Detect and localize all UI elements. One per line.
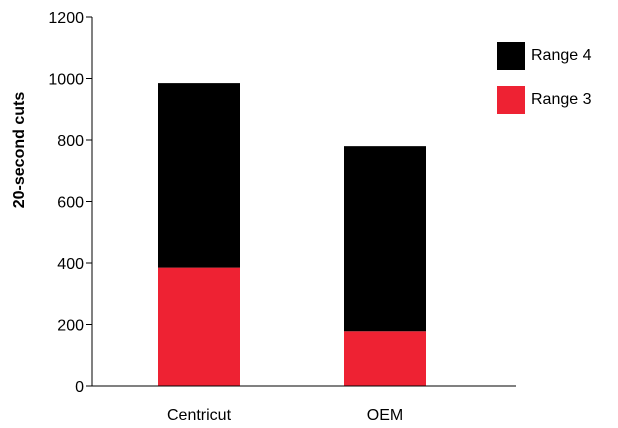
x-axis: Centricut OEM	[92, 385, 516, 424]
x-category-label: OEM	[367, 407, 403, 424]
legend-label: Range 4	[531, 47, 592, 64]
y-tick-label: 800	[57, 133, 84, 150]
y-tick-label: 400	[57, 256, 84, 273]
y-tick-label: 600	[57, 195, 84, 212]
x-category-label: Centricut	[167, 407, 232, 424]
y-axis: 0 200 400 600 800 1000 1200	[48, 10, 93, 396]
y-axis-title: 20-second cuts	[11, 92, 28, 209]
y-tick-label: 1000	[48, 72, 84, 89]
y-tick-label: 0	[75, 379, 84, 396]
bar-range-4-centricut	[158, 83, 240, 268]
bar-range-3-centricut	[158, 267, 240, 386]
bar-range-3-oem	[344, 331, 426, 386]
y-tick-label: 1200	[48, 10, 84, 27]
bar-range-4-oem	[344, 146, 426, 332]
legend: Range 4 Range 3	[497, 42, 592, 114]
legend-swatch	[497, 86, 525, 114]
y-tick-label: 200	[57, 318, 84, 335]
legend-label: Range 3	[531, 91, 592, 108]
bars	[158, 83, 426, 386]
legend-swatch	[497, 42, 525, 70]
